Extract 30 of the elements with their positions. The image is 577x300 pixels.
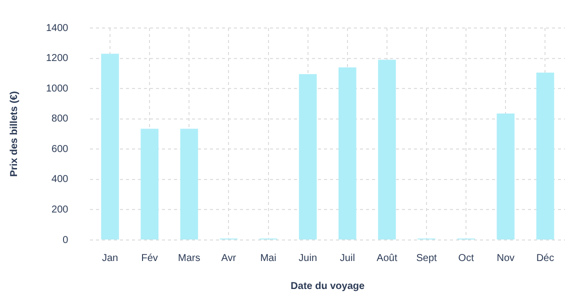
- x-tick-label: Nov: [496, 252, 515, 264]
- x-tick-label: Oct: [458, 252, 474, 264]
- x-tick-label: Mars: [178, 252, 200, 264]
- y-tick-label: 0: [62, 234, 69, 246]
- x-tick-label: Fév: [141, 252, 158, 264]
- bar: [180, 128, 198, 240]
- x-tick-label: Sept: [416, 252, 438, 264]
- y-axis-title: Prix des billets (€): [8, 91, 20, 177]
- y-tick-label: 800: [52, 114, 69, 125]
- bar: [101, 54, 119, 240]
- bar: [140, 128, 158, 240]
- bar: [338, 67, 356, 240]
- x-tick-label: Déc: [536, 252, 554, 264]
- x-tick-label: Jan: [102, 252, 118, 264]
- y-tick-label: 1000: [46, 83, 69, 94]
- y-tick-label: 600: [52, 144, 69, 155]
- x-tick-label: Juin: [298, 252, 318, 264]
- x-axis-title: Date du voyage: [290, 280, 366, 292]
- x-tick-label: Avr: [221, 252, 237, 264]
- y-tick-label: 1200: [46, 53, 69, 64]
- bar: [378, 60, 396, 240]
- x-tick-label: Août: [376, 252, 398, 264]
- y-tick-label: 400: [52, 174, 69, 186]
- y-tick-label: 1400: [46, 22, 69, 34]
- bar: [536, 72, 554, 240]
- y-tick-label: 200: [52, 204, 69, 216]
- x-tick-label: Juil: [340, 252, 355, 264]
- bar: [298, 74, 317, 240]
- bar: [496, 114, 515, 240]
- x-tick-label: Mai: [260, 252, 276, 264]
